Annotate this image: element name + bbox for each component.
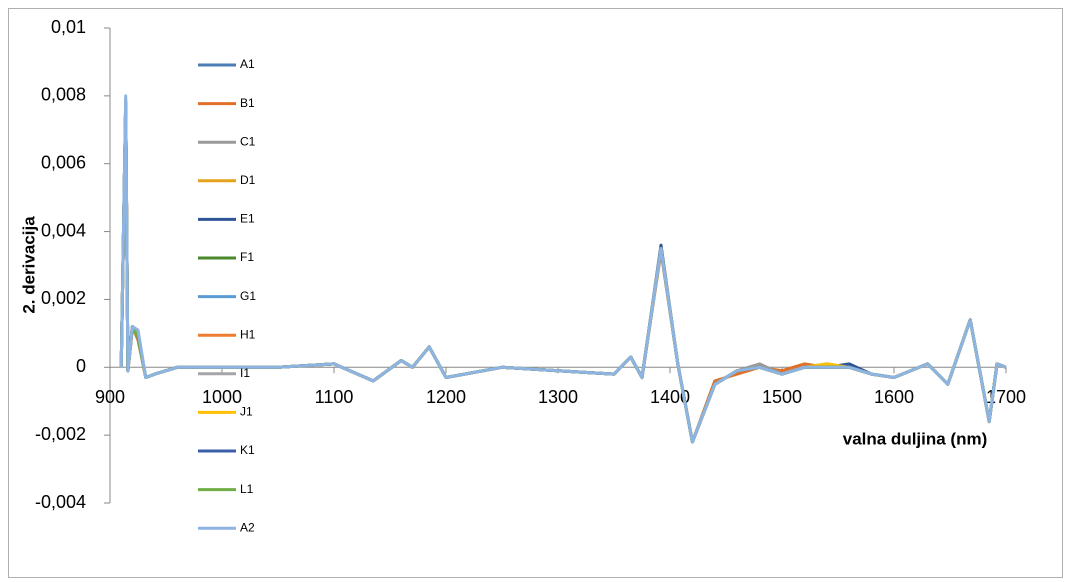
y-tick-label: 0,006 bbox=[41, 152, 86, 172]
x-axis-title: valna duljina (nm) bbox=[843, 429, 988, 448]
y-tick-label: 0,002 bbox=[41, 288, 86, 308]
y-axis-title: 2. derivacija bbox=[19, 216, 38, 314]
x-tick-label: 1300 bbox=[538, 387, 578, 407]
y-tick-label: 0,008 bbox=[41, 85, 86, 105]
chart-border bbox=[8, 8, 1063, 578]
x-tick-label: 1400 bbox=[650, 387, 690, 407]
x-tick-label: 900 bbox=[95, 387, 125, 407]
x-tick-label: 1100 bbox=[315, 387, 354, 407]
x-tick-label: 1700 bbox=[986, 387, 1026, 407]
y-tick-label: -0,002 bbox=[35, 424, 86, 444]
legend-label: L1 bbox=[240, 482, 254, 496]
y-tick-label: 0,004 bbox=[41, 220, 86, 240]
legend-label: B1 bbox=[240, 96, 255, 110]
legend-label: G1 bbox=[240, 289, 256, 303]
legend-label: C1 bbox=[240, 134, 256, 148]
x-tick-label: 1200 bbox=[426, 387, 466, 407]
x-tick-label: 1500 bbox=[762, 387, 802, 407]
legend-label: A1 bbox=[240, 57, 255, 71]
x-tick-label: 1600 bbox=[874, 387, 914, 407]
legend-label: E1 bbox=[240, 212, 255, 226]
y-tick-label: -0,004 bbox=[35, 492, 86, 512]
x-tick-label: 1000 bbox=[202, 387, 242, 407]
legend-label: D1 bbox=[240, 173, 256, 187]
y-tick-label: 0,01 bbox=[51, 17, 86, 37]
legend-label: K1 bbox=[240, 443, 255, 457]
series-line bbox=[119, 94, 1007, 444]
legend-label: I1 bbox=[240, 366, 250, 380]
legend-label: J1 bbox=[240, 405, 253, 419]
legend-label: H1 bbox=[240, 327, 256, 341]
legend-label: F1 bbox=[240, 250, 254, 264]
legend-label: A2 bbox=[240, 520, 255, 534]
y-tick-label: 0 bbox=[76, 356, 86, 376]
